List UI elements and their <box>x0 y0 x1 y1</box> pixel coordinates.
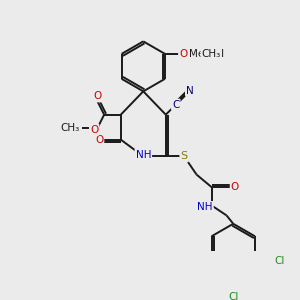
Text: O: O <box>95 135 103 145</box>
Text: S: S <box>181 151 188 161</box>
Text: NH: NH <box>197 202 213 212</box>
Text: CH₃: CH₃ <box>202 49 221 59</box>
Text: Cl: Cl <box>275 256 285 266</box>
Text: Methyl: Methyl <box>189 49 224 59</box>
Text: NH: NH <box>136 150 151 160</box>
Text: Cl: Cl <box>228 292 238 300</box>
Text: C: C <box>172 100 179 110</box>
Text: O: O <box>179 49 188 59</box>
Text: CH₃: CH₃ <box>61 123 80 133</box>
Text: O: O <box>93 91 102 101</box>
Text: N: N <box>186 85 194 95</box>
Text: O: O <box>90 125 98 135</box>
Text: O: O <box>231 182 239 192</box>
